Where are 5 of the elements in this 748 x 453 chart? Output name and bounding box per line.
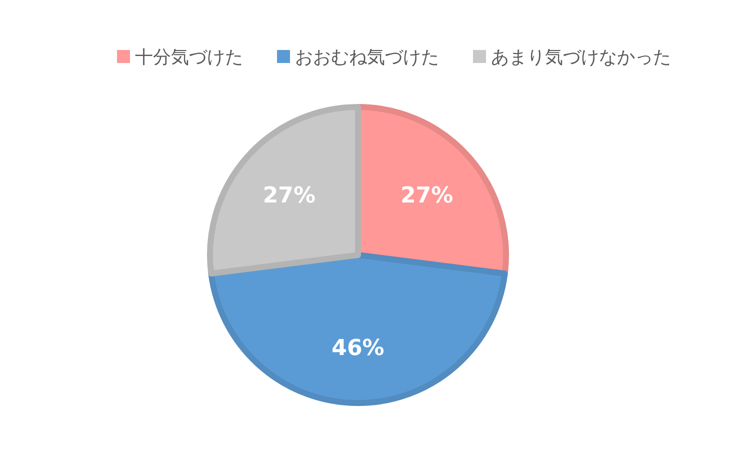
legend-label: おおむね気づけた: [295, 47, 439, 68]
legend-label: 十分気づけた: [135, 47, 243, 68]
data-label: 27%: [400, 183, 454, 208]
data-label: 46%: [332, 336, 384, 361]
legend-label: あまり気づけなかった: [491, 47, 671, 68]
